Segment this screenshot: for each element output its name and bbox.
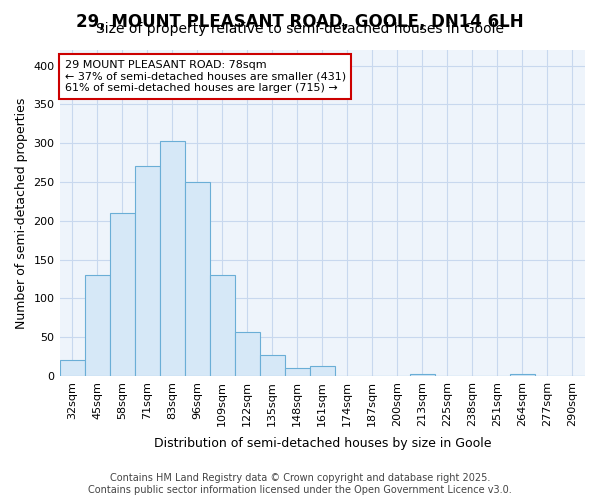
Bar: [410, 374, 435, 376]
Bar: [110, 213, 134, 376]
Bar: [235, 332, 260, 376]
Text: 29, MOUNT PLEASANT ROAD, GOOLE, DN14 6LH: 29, MOUNT PLEASANT ROAD, GOOLE, DN14 6LH: [76, 12, 524, 30]
Bar: [285, 368, 310, 376]
Text: Contains HM Land Registry data © Crown copyright and database right 2025.
Contai: Contains HM Land Registry data © Crown c…: [88, 474, 512, 495]
Bar: [310, 366, 335, 376]
Bar: [185, 182, 209, 376]
Bar: [134, 166, 160, 376]
Text: Size of property relative to semi-detached houses in Goole: Size of property relative to semi-detach…: [96, 22, 504, 36]
Bar: [85, 275, 110, 376]
X-axis label: Distribution of semi-detached houses by size in Goole: Distribution of semi-detached houses by …: [154, 437, 491, 450]
Bar: [209, 275, 235, 376]
Bar: [510, 374, 535, 376]
Bar: [260, 355, 285, 376]
Y-axis label: Number of semi-detached properties: Number of semi-detached properties: [15, 98, 28, 328]
Text: 29 MOUNT PLEASANT ROAD: 78sqm
← 37% of semi-detached houses are smaller (431)
61: 29 MOUNT PLEASANT ROAD: 78sqm ← 37% of s…: [65, 60, 346, 93]
Bar: [160, 141, 185, 376]
Bar: [59, 360, 85, 376]
